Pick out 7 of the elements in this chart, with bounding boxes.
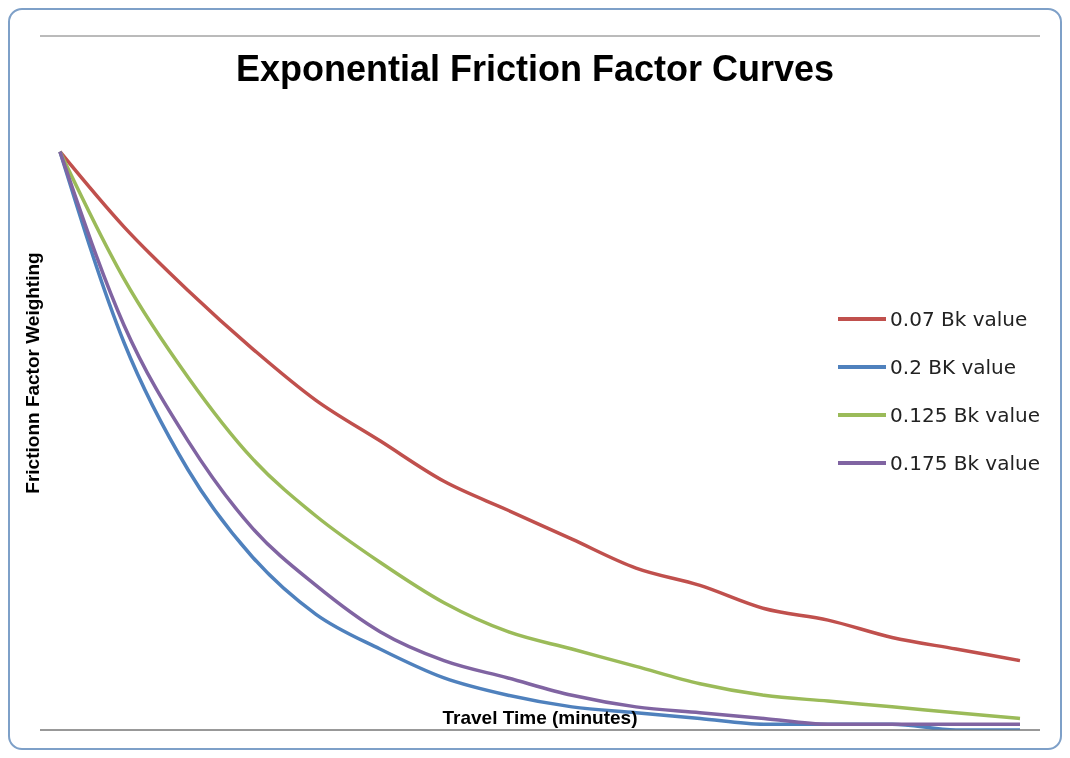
y-axis-title: Frictionn Factor Weighting [21,252,43,494]
legend-label: 0.2 BK value [890,354,1017,381]
chart-title: Exponential Friction Factor Curves [234,48,836,90]
legend-label: 0.125 Bk value [890,402,1040,429]
legend-label: 0.175 Bk value [890,450,1040,477]
x-axis-title: Travel Time (minutes) [442,707,638,728]
legend-label: 0.07 Bk value [890,306,1028,333]
